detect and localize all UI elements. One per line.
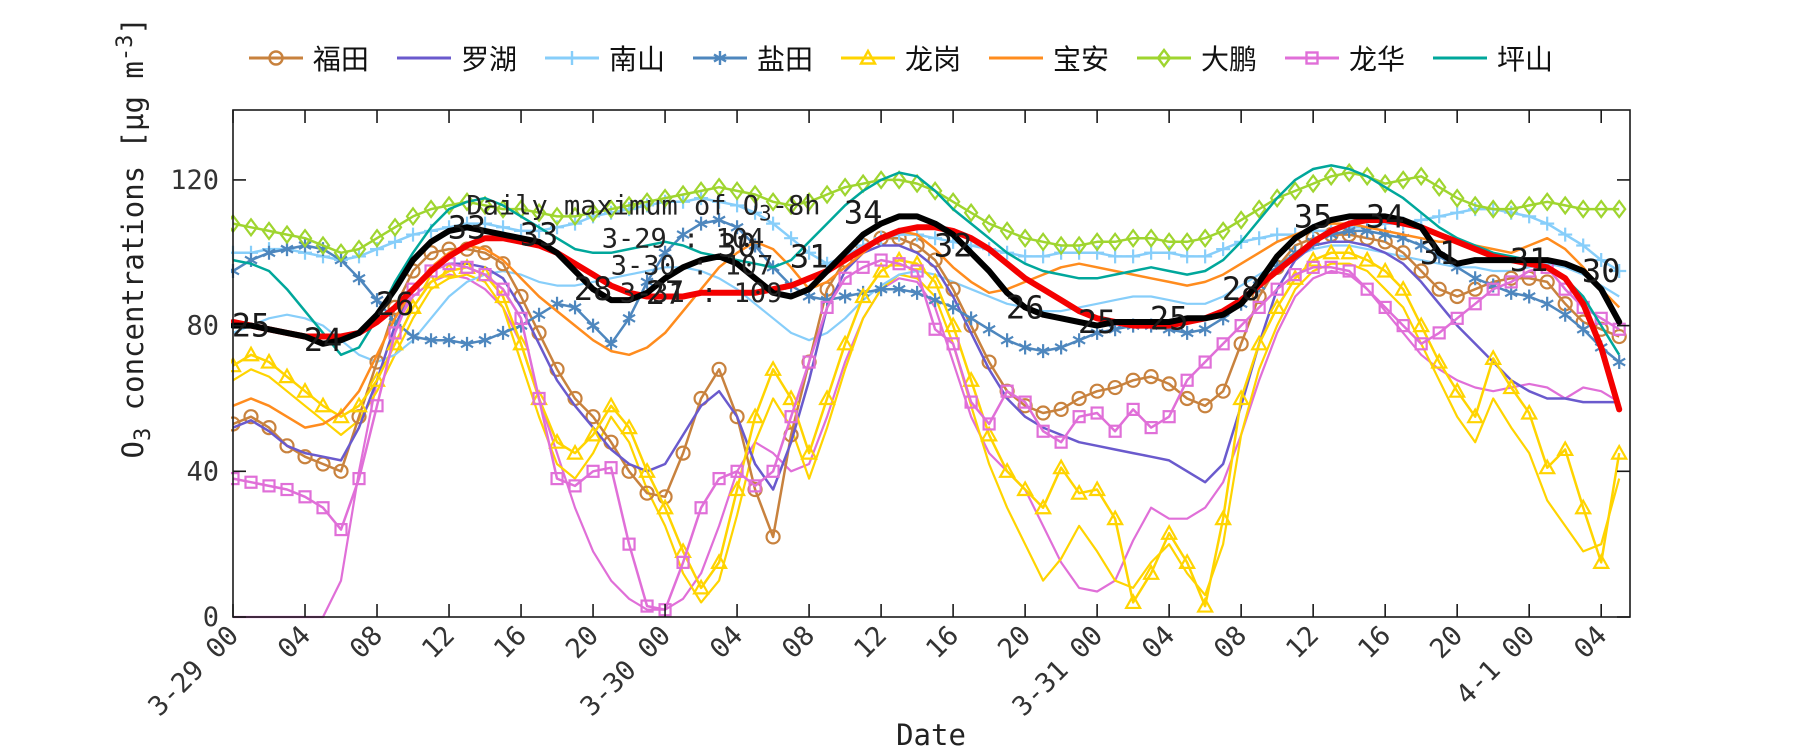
legend-item-luohu: 罗湖 (395, 38, 517, 78)
legend-label: 龙华 (1349, 43, 1406, 76)
x-tick-label: 12 (848, 620, 893, 665)
series-mean-line (231, 213, 1623, 347)
legend-label: 坪山 (1497, 43, 1554, 76)
legend-item-baoan: 宝安 (987, 38, 1109, 78)
mean-point-labels: 25 24 26 33 33 28 27 30 31 34 32 26 25 25 28 35 34 31 31 30 (232, 194, 1621, 359)
series-longhua-markers (231, 253, 1626, 617)
mean-point-label: 27 (646, 274, 685, 312)
mean-point-label: 30 (718, 226, 757, 264)
x-tick-label: 04 (1136, 620, 1181, 665)
legend-item-futian: 福田 (247, 38, 369, 78)
mean-point-label: 25 (1078, 303, 1117, 341)
y-axis-title: O3 concentrations [µg m-3] (113, 17, 156, 458)
legend-label: 罗湖 (460, 43, 517, 76)
legend-swatch-none-icon (989, 56, 1043, 60)
annotation-daily-max: 3-31 : 109 (620, 278, 783, 309)
series-companion-magenta-line (233, 269, 1620, 619)
series-futian-line (232, 233, 1620, 539)
legend-label: 南山 (608, 43, 665, 76)
x-tick-label: 04 (704, 620, 749, 665)
annotation-title: Daily maximum of O3-8h (466, 191, 820, 226)
legend-label: 大鹏 (1201, 43, 1258, 76)
legend-item-pingshan: 坪山 (1431, 38, 1553, 78)
y-tick-label: 80 (186, 311, 219, 342)
legend-swatch-square-icon (1285, 51, 1340, 65)
mean-point-label: 28 (574, 270, 613, 308)
x-tick-label: 3-29 00 (143, 620, 245, 722)
legend-item-dapeng: 大鹏 (1135, 38, 1257, 78)
x-tick-label: 12 (416, 620, 461, 665)
x-tick-label: 04 (272, 620, 317, 665)
y-tick-label: 0 (203, 602, 219, 633)
legend-item-nanshan: 南山 (543, 38, 665, 78)
mean-point-label: 34 (1366, 197, 1405, 235)
x-tick-label: 4-1 00 (1450, 620, 1541, 711)
mean-point-label: 33 (520, 216, 559, 254)
legend-swatch-asterisk-icon (692, 51, 747, 65)
mean-point-label: 31 (1420, 234, 1459, 272)
legend-swatch-diamond-icon (1137, 48, 1192, 68)
mean-point-label: 33 (448, 208, 487, 246)
x-tick-label: 08 (776, 620, 821, 665)
legend-item-yantian: 盐田 (691, 38, 813, 78)
x-axis-title: Date (896, 718, 966, 750)
plot-area (231, 162, 1629, 619)
mean-point-label: 31 (790, 237, 829, 275)
legend-item-longgang: 龙岗 (839, 38, 961, 78)
series-longgang-markers (231, 243, 1629, 613)
annotation-daily-max: 3-29 : 104 (602, 223, 765, 254)
x-tick-label: 08 (344, 620, 389, 665)
chart-legend: 福田 罗湖 南山 盐田 龙岗 宝安 大鹏 龙华 坪山 (0, 38, 1800, 78)
x-tick-label: 04 (1568, 620, 1613, 665)
y-tick-label: 120 (170, 165, 219, 196)
x-tick-label: 16 (1352, 620, 1397, 665)
x-tick-label: 16 (920, 620, 965, 665)
x-tick-label: 08 (1208, 620, 1253, 665)
legend-label: 盐田 (756, 43, 813, 76)
mean-point-label: 30 (1582, 252, 1621, 290)
series-longhua (231, 253, 1626, 617)
mean-point-label: 26 (1006, 288, 1045, 326)
series-dapeng (231, 162, 1627, 263)
legend-label: 龙岗 (904, 43, 961, 76)
mean-point-label: 32 (934, 226, 973, 264)
mean-point-label: 25 (232, 307, 271, 345)
series-o3-8h-line (231, 217, 1623, 413)
series-pingshan (232, 164, 1621, 357)
series-companion-gold-line (232, 262, 1621, 604)
x-tick-label: 12 (1280, 620, 1325, 665)
mean-point-label: 31 (1510, 241, 1549, 279)
x-tick-label: 16 (488, 620, 533, 665)
x-tick-label: 20 (1424, 620, 1469, 665)
mean-point-label: 28 (1222, 270, 1261, 308)
legend-swatch-none-icon (1433, 56, 1488, 60)
legend-swatch-plus-icon (544, 51, 599, 65)
series-pingshan-line (232, 164, 1621, 357)
mean-point-label: 34 (844, 194, 883, 232)
legend-swatch-circle-icon (248, 50, 303, 66)
y-tick-label: 40 (186, 456, 219, 487)
x-tick-label: 20 (560, 620, 605, 665)
legend-item-longhua: 龙华 (1283, 38, 1405, 78)
legend-label: 宝安 (1053, 43, 1110, 76)
legend-swatch-none-icon (396, 56, 451, 60)
mean-point-label: 24 (304, 321, 343, 359)
legend-label: 福田 (312, 43, 369, 76)
mean-point-label: 35 (1294, 197, 1333, 235)
annotation-daily-max: 3-30 : 107 (611, 251, 774, 282)
mean-point-label: 25 (1150, 299, 1189, 337)
series-longhua-line (232, 258, 1620, 611)
series-dapeng-markers (231, 162, 1627, 263)
legend-swatch-triangle-icon (840, 48, 895, 65)
mean-point-label: 26 (376, 285, 415, 323)
x-tick-label: 20 (992, 620, 1037, 665)
